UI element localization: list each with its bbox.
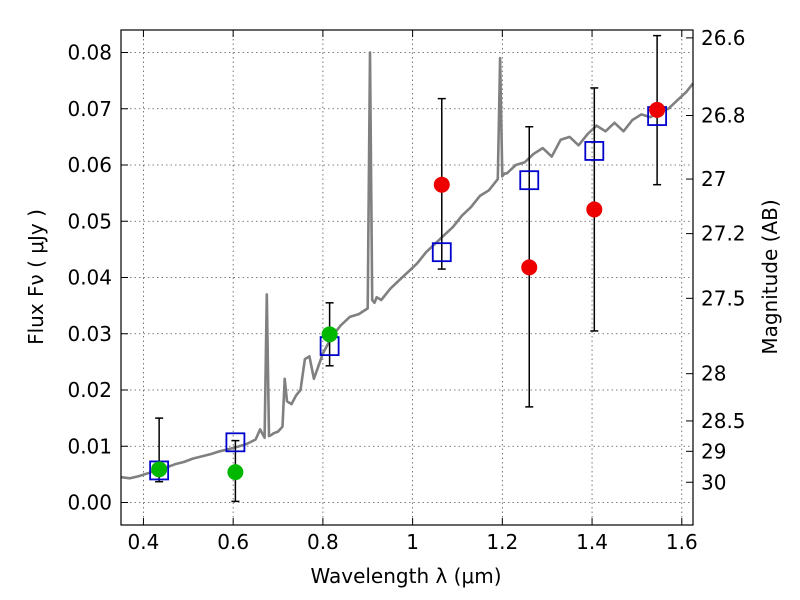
red-point (649, 101, 666, 118)
y-tick-labels: 0.00 0.01 0.02 0.03 0.04 0.05 0.06 0.07 0.08 (67, 41, 112, 515)
y-tick-label: 0.03 (67, 322, 112, 346)
tick-marks (121, 30, 693, 525)
marker-layer (149, 101, 668, 481)
y-tick-label: 0.08 (67, 41, 112, 65)
right-tick-label: 27.2 (701, 222, 746, 246)
grid-lines (121, 30, 693, 525)
green-point (321, 326, 338, 343)
x-tick-label: 1.4 (576, 530, 608, 554)
right-tick-label: 28.5 (701, 409, 746, 433)
x-axis-title: Wavelength λ (μm) (310, 564, 501, 588)
y-tick-label: 0.00 (67, 491, 112, 515)
red-point (586, 201, 603, 218)
model-square (225, 432, 246, 453)
right-tick-label: 26.8 (701, 104, 746, 128)
x-tick-labels: 0.4 0.6 0.8 1 1.2 1.4 1.6 (128, 530, 698, 554)
right-tick-label: 28 (701, 362, 726, 386)
y-tick-label: 0.06 (67, 153, 112, 177)
red-point (521, 259, 538, 276)
green-point (227, 464, 244, 481)
right-tick-label: 27.5 (701, 286, 746, 310)
y-tick-label: 0.05 (67, 209, 112, 233)
y-axis-title: Flux Fν ( μJy ) (24, 209, 48, 345)
right-axis-title: Magnitude (AB) (758, 199, 782, 354)
right-tick-label: 26.6 (701, 26, 746, 50)
right-tick-labels: 26.6 26.8 27 27.2 27.5 28 28.5 29 30 (701, 26, 746, 494)
red-point (433, 176, 450, 193)
right-tick-label: 30 (701, 470, 726, 494)
y-tick-label: 0.01 (67, 434, 112, 458)
x-tick-label: 0.4 (128, 530, 160, 554)
spectrum-line (120, 51, 695, 480)
spectrum-layer (120, 51, 695, 480)
errorbar-layer (155, 34, 662, 503)
green-point (151, 461, 168, 478)
y-tick-label: 0.04 (67, 266, 112, 290)
right-tick-label: 27 (701, 167, 726, 191)
right-tick-label: 29 (701, 439, 726, 463)
x-tick-label: 1.2 (486, 530, 518, 554)
y-tick-label: 0.02 (67, 378, 112, 402)
x-tick-label: 0.6 (217, 530, 249, 554)
y-tick-label: 0.07 (67, 97, 112, 121)
x-tick-label: 1 (406, 530, 419, 554)
x-tick-label: 1.6 (666, 530, 698, 554)
model-square (431, 242, 452, 263)
x-tick-label: 0.8 (307, 530, 339, 554)
model-square (584, 141, 605, 161)
model-square (519, 170, 540, 191)
